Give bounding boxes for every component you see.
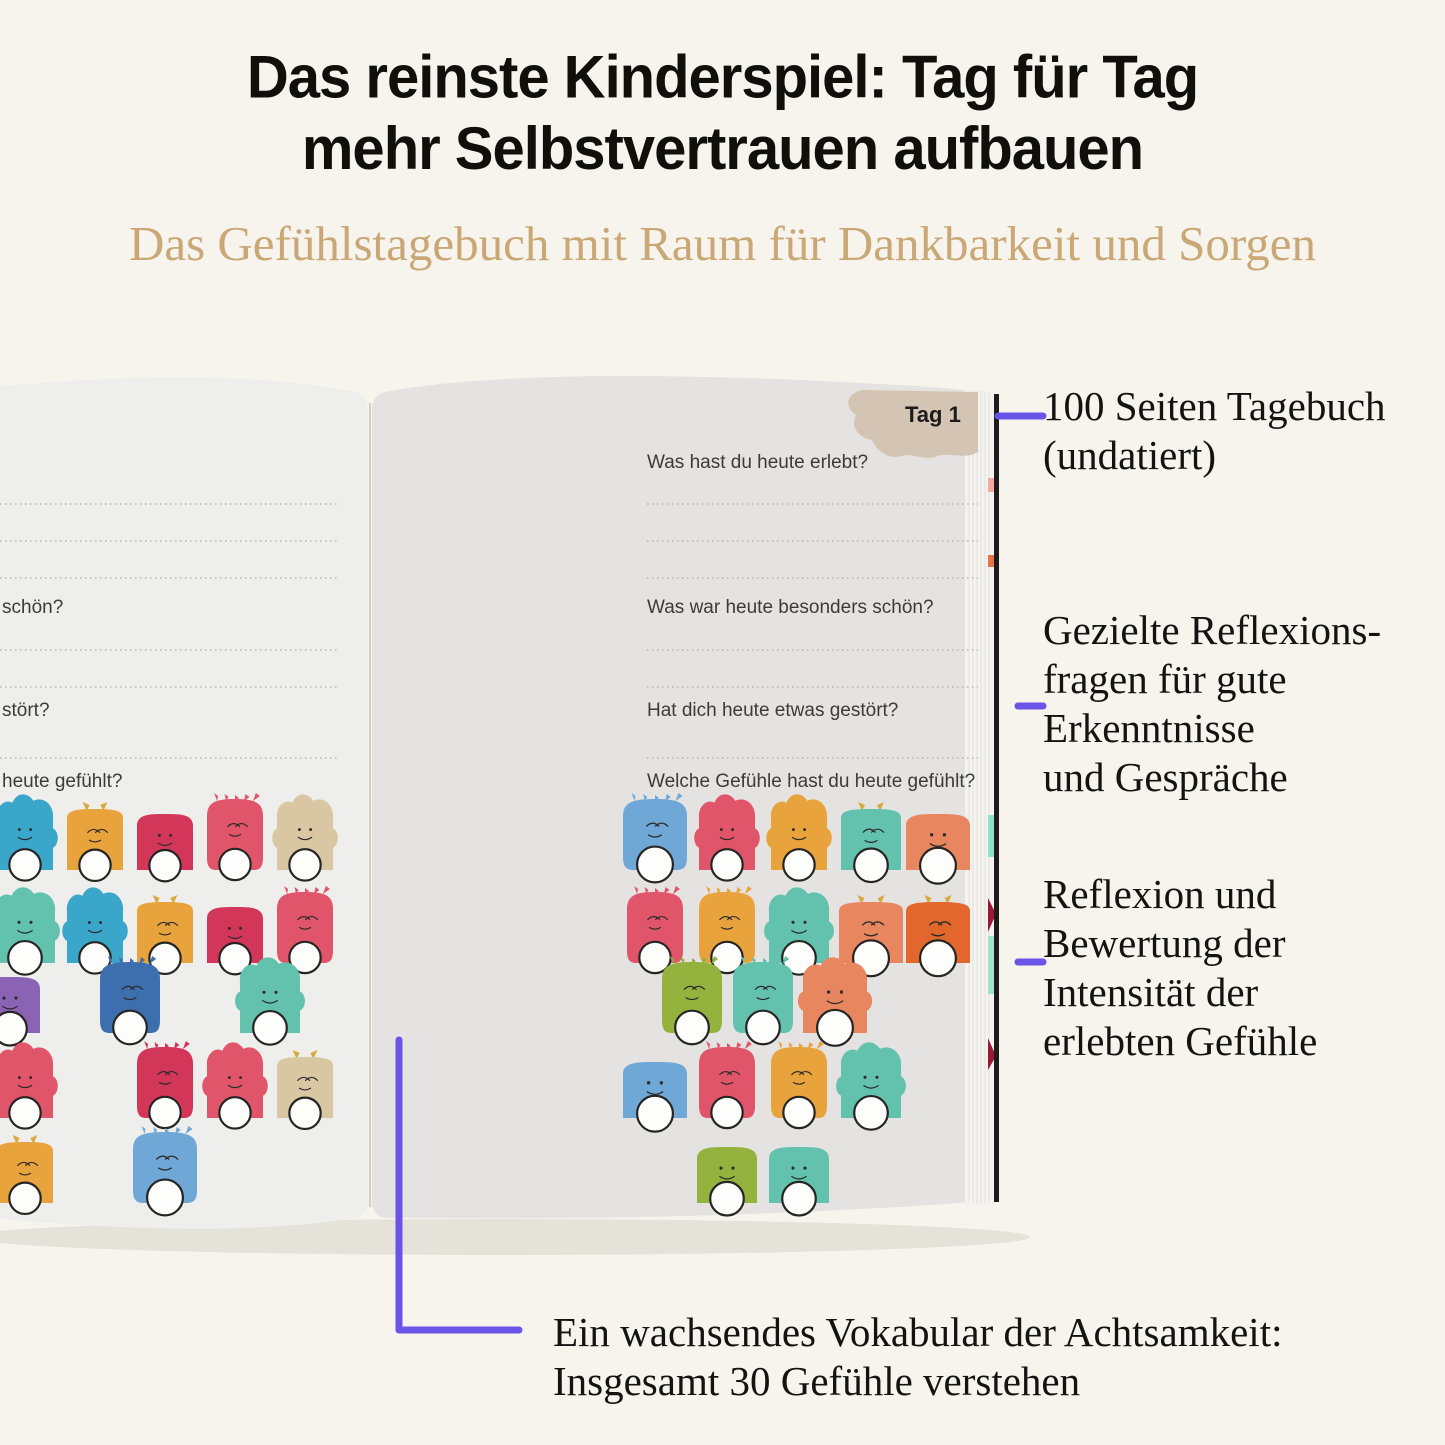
svg-text:Welche Gefühle hast du heute g: Welche Gefühle hast du heute gefühlt? [647, 771, 975, 792]
svg-text:Bewertung der: Bewertung der [1043, 920, 1286, 966]
svg-text:Insgesamt 30 Gefühle verstehen: Insgesamt 30 Gefühle verstehen [553, 1358, 1080, 1404]
svg-text:Reflexion und: Reflexion und [1043, 871, 1276, 917]
svg-text:erlebten Gefühle: erlebten Gefühle [1043, 1018, 1317, 1064]
svg-text:Hat dich heute etwas gestört?: Hat dich heute etwas gestört? [647, 700, 898, 721]
svg-text:und Gespräche: und Gespräche [1043, 754, 1288, 800]
svg-text:fragen für gute: fragen für gute [1043, 656, 1287, 702]
svg-text:stört?: stört? [2, 700, 50, 721]
svg-text:Intensität der: Intensität der [1043, 969, 1259, 1015]
svg-text:Gezielte Reflexions-: Gezielte Reflexions- [1043, 607, 1381, 653]
svg-text:(undatiert): (undatiert) [1043, 432, 1216, 478]
svg-text:schön?: schön? [2, 597, 63, 618]
svg-text:100 Seiten Tagebuch: 100 Seiten Tagebuch [1043, 383, 1386, 429]
svg-text:Tag 1: Tag 1 [905, 402, 961, 427]
svg-text:Erkenntnisse: Erkenntnisse [1043, 705, 1255, 751]
svg-text:Ein wachsendes Vokabular der A: Ein wachsendes Vokabular der Achtsamkeit… [553, 1309, 1282, 1355]
svg-text:heute gefühlt?: heute gefühlt? [2, 771, 122, 792]
svg-text:Was war heute besonders schön?: Was war heute besonders schön? [647, 597, 934, 618]
svg-text:Was hast du heute erlebt?: Was hast du heute erlebt? [647, 452, 868, 473]
